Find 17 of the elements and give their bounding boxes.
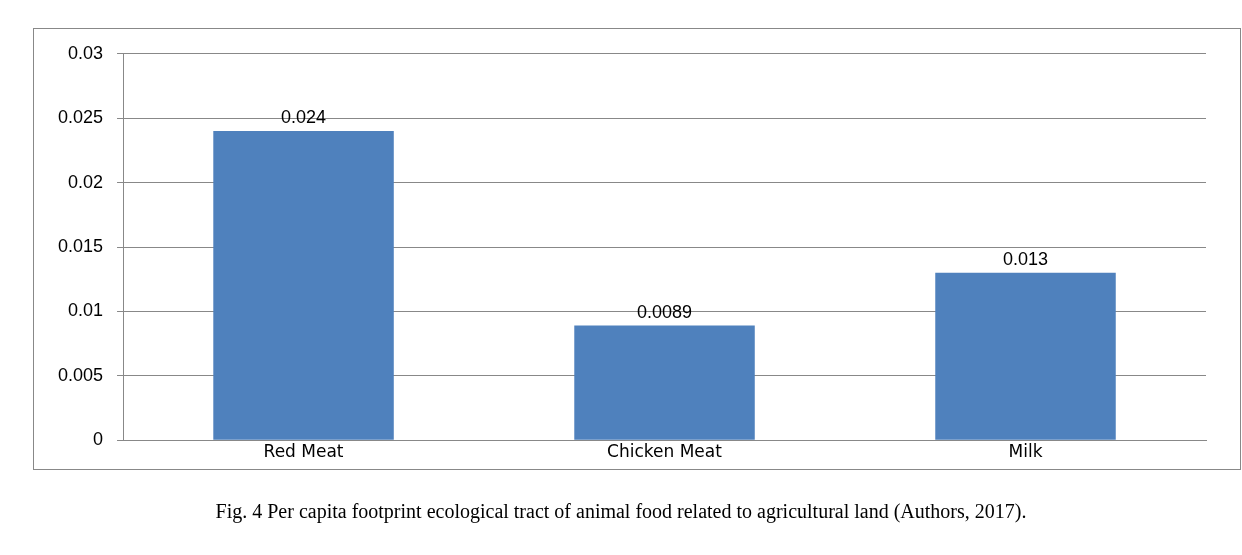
y-tick-label: 0 <box>93 429 104 450</box>
y-tick-label: 0.015 <box>58 235 104 256</box>
y-tick-label: 0.01 <box>68 300 104 321</box>
bar <box>935 272 1116 440</box>
x-tick-label: Milk <box>1008 440 1043 461</box>
x-tick-label: Red Meat <box>263 440 344 461</box>
x-tick-label: Chicken Meat <box>607 440 723 461</box>
data-label: 0.024 <box>281 107 327 128</box>
bar <box>213 131 394 440</box>
data-label: 0.0089 <box>636 301 693 322</box>
y-tick-label: 0.025 <box>58 107 104 128</box>
caption: Fig. 4 Per capita footprint ecological tract of animal food related to agricultural land (Authors, 2017). <box>214 500 1028 523</box>
y-tick-label: 0.03 <box>68 42 104 63</box>
y-tick-label: 0.005 <box>58 364 104 385</box>
y-tick-label: 0.02 <box>68 171 104 192</box>
data-label: 0.013 <box>1002 248 1049 269</box>
bar <box>574 325 755 440</box>
